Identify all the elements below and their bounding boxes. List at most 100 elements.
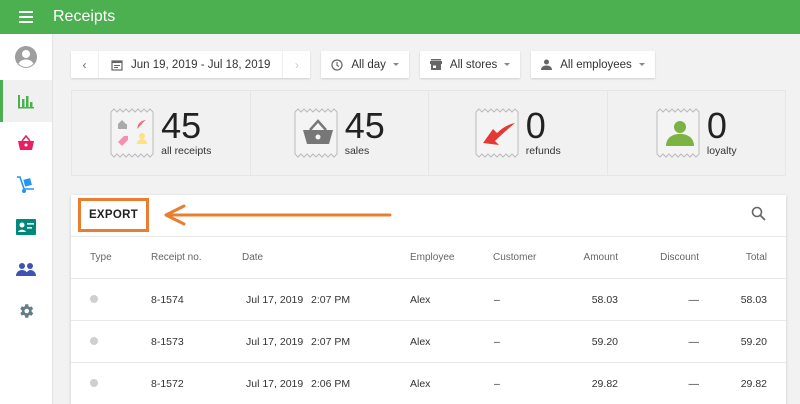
caret-down-icon xyxy=(638,63,645,66)
type-dot-icon xyxy=(90,336,98,348)
date-range-label: Jun 19, 2019 - Jul 18, 2019 xyxy=(131,58,271,71)
store-filter-label: All stores xyxy=(449,58,498,71)
sales-basket-icon xyxy=(294,108,342,158)
stat-label: all receipts xyxy=(161,145,212,157)
receipt-time: 2:06 PM xyxy=(311,377,351,390)
receipt-total: 58.03 xyxy=(740,293,767,306)
date-range-picker: ‹ Jun 19, 2019 - Jul 18, 2019 › xyxy=(71,51,311,78)
loyalty-person-icon xyxy=(656,108,704,158)
clock-icon xyxy=(331,58,343,71)
export-button[interactable]: EXPORT xyxy=(78,198,149,232)
sidebar-item-employees[interactable] xyxy=(0,248,52,290)
calendar-icon xyxy=(111,59,123,71)
person-icon xyxy=(541,59,553,70)
caret-down-icon xyxy=(392,63,399,66)
all-receipts-icon xyxy=(110,108,158,158)
employee-filter-dropdown[interactable]: All employees xyxy=(531,51,655,78)
stat-all-receipts[interactable]: 45 all receipts xyxy=(72,91,251,175)
stat-label: sales xyxy=(344,145,370,157)
receipt-date: Jul 17, 2019 xyxy=(246,377,304,390)
caret-down-icon xyxy=(504,63,511,66)
hamburger-menu-icon xyxy=(19,10,33,25)
chevron-left-icon: ‹ xyxy=(82,57,87,72)
column-header-employee[interactable]: Employee xyxy=(410,252,455,263)
receipt-total: 59.20 xyxy=(740,335,767,348)
receipt-amount: 59.20 xyxy=(591,335,618,348)
table-row[interactable]: 8-1572 Jul 17, 2019 2:06 PM Alex – 29.82… xyxy=(71,363,786,404)
sidebar xyxy=(0,34,53,404)
hand-truck-icon xyxy=(17,176,34,193)
date-range-button[interactable]: Jun 19, 2019 - Jul 18, 2019 xyxy=(98,51,284,78)
column-header-type[interactable]: Type xyxy=(90,252,112,263)
search-icon xyxy=(751,206,766,221)
stat-refunds[interactable]: 0 refunds xyxy=(429,91,608,175)
receipt-amount: 58.03 xyxy=(591,293,618,306)
next-period-button[interactable]: › xyxy=(283,51,310,78)
search-button[interactable] xyxy=(751,206,766,226)
sidebar-item-reports[interactable] xyxy=(0,80,52,122)
sidebar-item-profile[interactable] xyxy=(0,34,52,80)
receipt-customer: – xyxy=(494,377,500,390)
receipt-discount: — xyxy=(688,293,700,306)
column-header-discount[interactable]: Discount xyxy=(660,252,699,263)
stat-value: 0 xyxy=(706,105,727,146)
receipt-discount: — xyxy=(688,335,700,348)
sidebar-item-inventory[interactable] xyxy=(0,164,52,206)
gear-icon xyxy=(20,304,34,318)
receipt-time: 2:07 PM xyxy=(311,335,351,348)
store-icon xyxy=(429,59,442,70)
receipt-total: 29.82 xyxy=(740,377,767,390)
column-header-date[interactable]: Date xyxy=(242,252,264,263)
type-dot-icon xyxy=(90,294,98,306)
table-row[interactable]: 8-1573 Jul 17, 2019 2:07 PM Alex – 59.20… xyxy=(71,321,786,363)
receipt-time: 2:07 PM xyxy=(311,293,351,306)
receipt-employee: Alex xyxy=(410,335,431,348)
store-filter-dropdown[interactable]: All stores xyxy=(419,51,521,78)
bar-chart-icon xyxy=(18,95,34,109)
people-icon xyxy=(16,263,36,276)
receipt-date: Jul 17, 2019 xyxy=(246,335,304,348)
menu-button[interactable] xyxy=(0,0,52,34)
id-card-icon xyxy=(16,219,36,235)
receipt-employee: Alex xyxy=(410,377,431,390)
refund-arrow-icon xyxy=(475,108,523,158)
column-header-customer[interactable]: Customer xyxy=(493,252,537,263)
sidebar-item-items[interactable] xyxy=(0,122,52,164)
type-dot-icon xyxy=(90,378,98,390)
stat-label: refunds xyxy=(525,145,561,157)
receipt-customer: – xyxy=(494,293,500,306)
previous-period-button[interactable]: ‹ xyxy=(71,51,98,78)
filter-toolbar: ‹ Jun 19, 2019 - Jul 18, 2019 › All day … xyxy=(71,51,655,78)
basket-icon xyxy=(18,135,34,150)
stat-sales[interactable]: 45 sales xyxy=(251,91,429,175)
sidebar-item-settings[interactable] xyxy=(0,290,52,332)
app-bar: Receipts xyxy=(0,0,800,34)
table-row[interactable]: 8-1574 Jul 17, 2019 2:07 PM Alex – 58.03… xyxy=(71,279,786,321)
receipt-number: 8-1574 xyxy=(151,293,184,306)
receipt-number: 8-1573 xyxy=(151,335,184,348)
receipt-number: 8-1572 xyxy=(151,377,184,390)
time-filter-dropdown[interactable]: All day xyxy=(321,51,409,78)
table-header: Type Receipt no. Date Employee Customer … xyxy=(71,237,786,279)
employee-filter-label: All employees xyxy=(560,58,632,71)
receipt-amount: 29.82 xyxy=(591,377,618,390)
stat-value: 45 xyxy=(344,105,385,146)
stat-value: 45 xyxy=(161,105,202,146)
receipt-date: Jul 17, 2019 xyxy=(246,293,304,306)
stat-loyalty[interactable]: 0 loyalty xyxy=(608,91,786,175)
time-filter-label: All day xyxy=(351,58,386,71)
sidebar-item-customers[interactable] xyxy=(0,206,52,248)
receipt-discount: — xyxy=(688,377,700,390)
column-header-total[interactable]: Total xyxy=(745,252,767,263)
table-toolbar: EXPORT xyxy=(71,195,786,237)
column-header-receipt-no[interactable]: Receipt no. xyxy=(151,252,202,263)
stat-label: loyalty xyxy=(706,145,737,157)
chevron-right-icon: › xyxy=(294,57,299,72)
annotation-arrow-icon xyxy=(164,204,392,226)
receipt-customer: – xyxy=(494,335,500,348)
column-header-amount[interactable]: Amount xyxy=(583,252,618,263)
stat-value: 0 xyxy=(525,105,546,146)
summary-stats: 45 all receipts 45 sales 0 refunds 0 loy… xyxy=(71,90,786,176)
receipt-employee: Alex xyxy=(410,293,431,306)
receipts-table: EXPORT Type Receipt no. Date Employee Cu… xyxy=(71,195,786,404)
